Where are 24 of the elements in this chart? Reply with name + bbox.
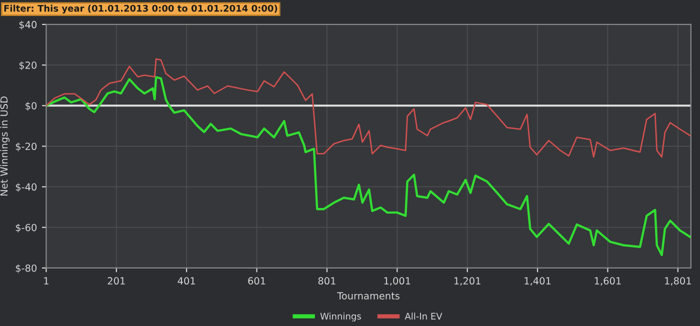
x-tick-label: 1,201 [454, 277, 480, 286]
legend-label: Winnings [320, 312, 361, 322]
line-series [46, 58, 691, 158]
legend-label: All-In EV [404, 312, 442, 320]
x-tick-label: 1,801 [665, 277, 691, 286]
x-tick-label: 1 [44, 277, 48, 284]
y-axis-title: Net Winnings in USD [0, 96, 10, 196]
line-series [46, 76, 691, 256]
y-tick-label: $-20 [16, 142, 37, 152]
x-tick-label: 601 [248, 277, 266, 285]
x-tick-label: 201 [108, 277, 125, 285]
y-tick-label: $-40 [16, 183, 37, 192]
x-tick-label: 801 [318, 277, 336, 285]
x-tick-label: 1,601 [594, 277, 621, 286]
chart-title: Filter: This year (01.01.2013 0:00 to 01.01.2014 0:00) [4, 4, 278, 14]
x-tick-label: 1,001 [384, 277, 410, 286]
x-tick-label: 1,401 [524, 277, 551, 286]
y-tick-label: $-80 [16, 264, 37, 274]
y-tick-label: $-60 [16, 224, 37, 233]
y-tick-label: $40 [19, 20, 37, 30]
y-tick-label: $0 [26, 102, 37, 111]
x-axis-title: Tournaments [337, 292, 400, 300]
x-tick-label: 401 [178, 277, 195, 285]
y-tick-label: $20 [19, 61, 37, 70]
